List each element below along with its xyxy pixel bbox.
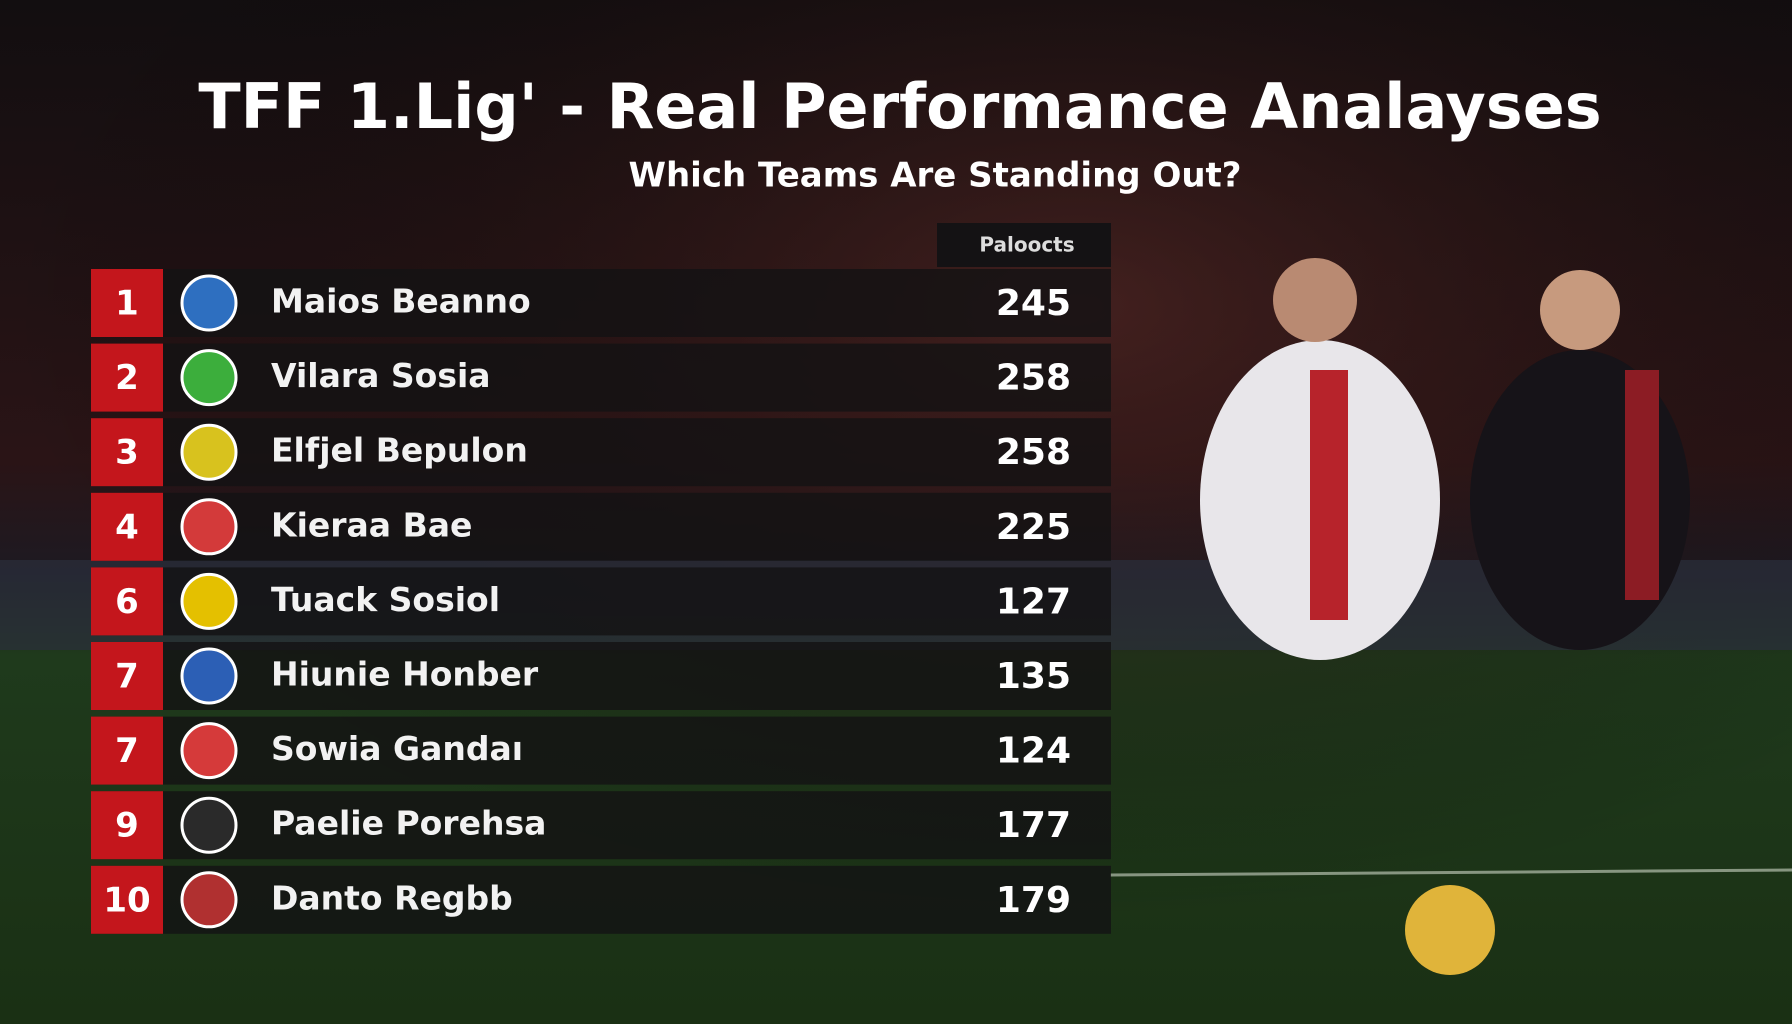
player-head bbox=[1273, 258, 1357, 342]
rank: 7 bbox=[115, 657, 139, 697]
team-logo bbox=[180, 722, 238, 780]
row bbox=[91, 567, 1111, 636]
row bbox=[91, 418, 1111, 487]
team-logo bbox=[180, 871, 238, 929]
team-name: Kierаa Bae bbox=[271, 505, 472, 544]
shirt-stripe bbox=[1310, 370, 1348, 620]
rank-box bbox=[91, 642, 163, 710]
row bbox=[91, 269, 1111, 337]
rank: 4 bbox=[115, 507, 139, 547]
points: 258 bbox=[996, 358, 1071, 399]
row bbox=[91, 791, 1111, 860]
points: 245 bbox=[996, 283, 1071, 324]
team-name: Elfjel Bepulon bbox=[271, 431, 528, 470]
rank: 3 bbox=[115, 433, 139, 473]
rank-box bbox=[91, 567, 163, 636]
team-name: Sowia Gandaı bbox=[271, 729, 523, 768]
team-name: Vilara Sosia bbox=[271, 356, 491, 395]
team-name: Hiunie Honber bbox=[271, 655, 539, 694]
rank: 9 bbox=[115, 806, 139, 846]
team-logo bbox=[180, 498, 238, 556]
column-tab bbox=[937, 223, 1111, 267]
player-head bbox=[1540, 270, 1620, 350]
team-name: Tuack Sosiol bbox=[271, 580, 500, 619]
team-logo bbox=[180, 349, 238, 407]
rank: 1 bbox=[115, 284, 139, 324]
team-name: Danto Regbb bbox=[271, 878, 513, 917]
rank-box bbox=[91, 865, 163, 934]
points: 127 bbox=[996, 581, 1071, 622]
points: 135 bbox=[996, 656, 1071, 697]
column-header: Paloocts bbox=[979, 233, 1074, 257]
rank: 7 bbox=[115, 731, 139, 771]
row bbox=[91, 642, 1111, 710]
row bbox=[91, 716, 1111, 785]
team-name: Maios Beanno bbox=[271, 282, 531, 321]
row bbox=[91, 343, 1111, 412]
team-name: Paelie Porehsa bbox=[271, 804, 546, 843]
rank-box bbox=[91, 492, 163, 561]
rank-box bbox=[91, 418, 163, 487]
team-logo bbox=[180, 572, 238, 630]
rank: 2 bbox=[115, 358, 139, 398]
team-logo bbox=[180, 274, 238, 332]
pitch-line bbox=[1109, 868, 1792, 877]
team-logo bbox=[180, 423, 238, 481]
row bbox=[91, 492, 1111, 561]
title: TFF 1.Lig' - Real Performance Analayses bbox=[198, 70, 1601, 143]
rank-box bbox=[91, 343, 163, 412]
rank: 6 bbox=[115, 582, 139, 622]
shirt-stripe bbox=[1625, 370, 1659, 600]
points: 225 bbox=[996, 507, 1071, 548]
points: 258 bbox=[996, 432, 1071, 473]
rank-box bbox=[91, 269, 163, 337]
points: 124 bbox=[996, 731, 1071, 772]
rank-box bbox=[91, 716, 163, 785]
players bbox=[1200, 258, 1690, 975]
points: 179 bbox=[996, 880, 1071, 921]
rank-box bbox=[91, 791, 163, 860]
team-logo bbox=[180, 647, 238, 705]
points: 177 bbox=[996, 805, 1071, 846]
subtitle: Which Teams Are Standing Out? bbox=[628, 156, 1241, 196]
row bbox=[91, 865, 1111, 934]
rank: 10 bbox=[103, 880, 150, 920]
team-logo bbox=[180, 796, 238, 854]
ball bbox=[1405, 885, 1495, 975]
